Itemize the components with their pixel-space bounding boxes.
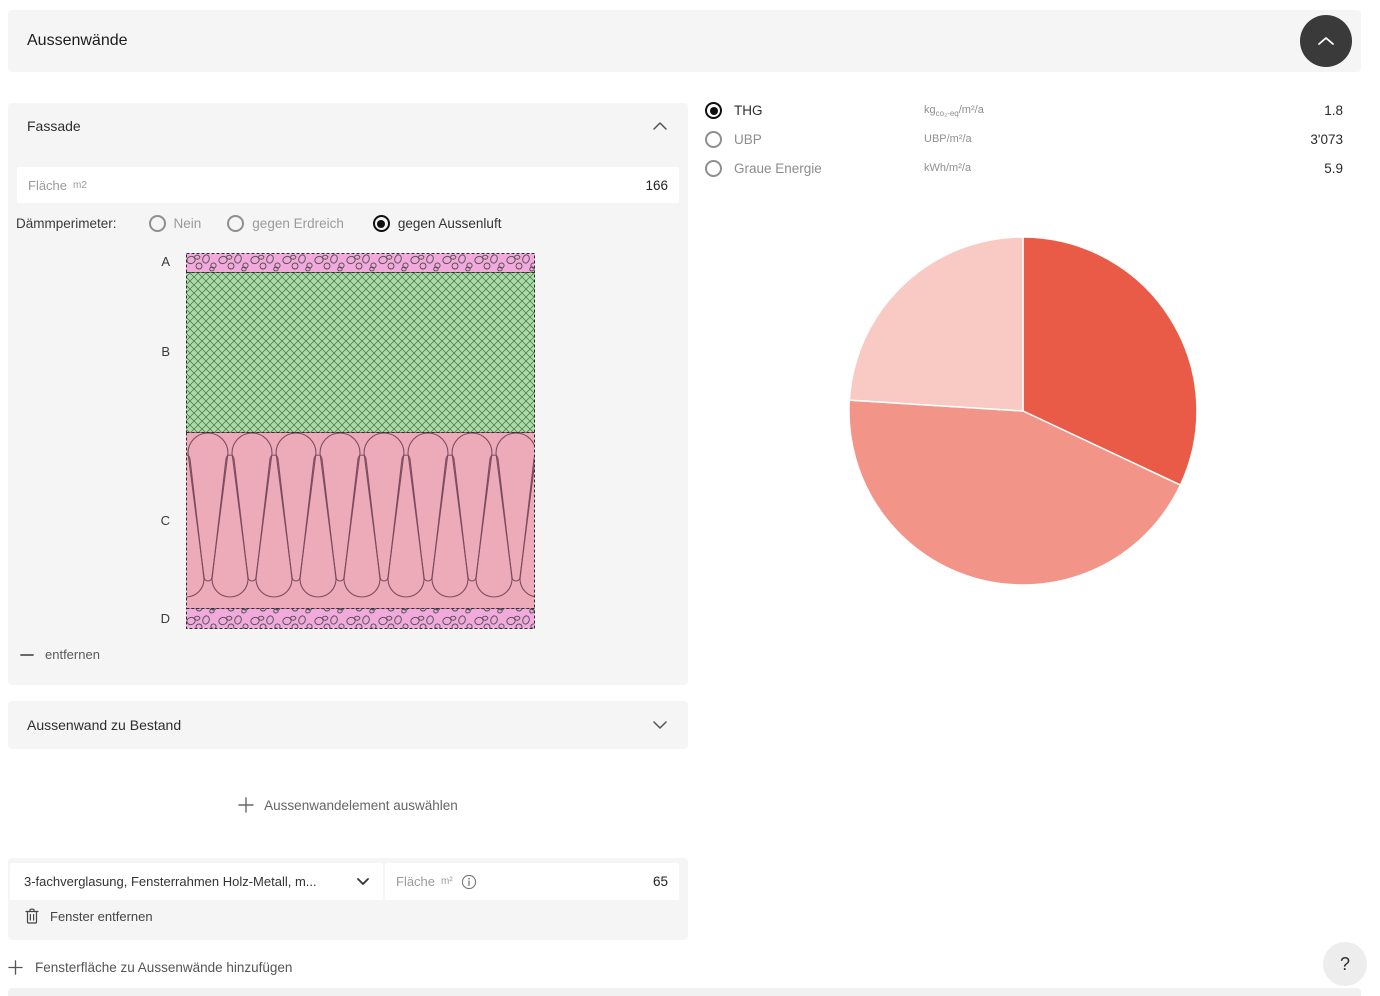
chevron-down-icon[interactable] bbox=[652, 720, 668, 730]
bestand-title: Aussenwand zu Bestand bbox=[27, 717, 182, 733]
flaeche-unit: m2 bbox=[73, 179, 87, 191]
radio-option-gegen-aussenluft[interactable]: gegen Aussenluft bbox=[372, 215, 501, 232]
radio-option-gegen-erdreich[interactable]: gegen Erdreich bbox=[227, 215, 344, 232]
metric-label: THG bbox=[734, 103, 763, 118]
radio-ubp[interactable] bbox=[705, 131, 722, 148]
metric-label: Graue Energie bbox=[734, 161, 822, 176]
fenster-flaeche-input[interactable]: Fläche m² 65 bbox=[385, 863, 679, 900]
add-aussenwandelement-button[interactable]: Aussenwandelement auswählen bbox=[8, 788, 688, 822]
add-fensterflaeche-label: Fensterfläche zu Aussenwände hinzufügen bbox=[35, 960, 293, 975]
metric-label: UBP bbox=[734, 132, 762, 147]
metric-selector: THG kgco₂-eq/m²/a 1.8 UBP UBP/m²/a 3'073… bbox=[705, 96, 1343, 183]
fenster-flaeche-unit: m² bbox=[441, 876, 453, 887]
remove-fenster-button[interactable]: Fenster entfernen bbox=[25, 908, 153, 924]
pie-slice-2[interactable] bbox=[848, 399, 1182, 586]
fenster-flaeche-label: Fläche bbox=[396, 874, 436, 889]
add-fensterflaeche-button[interactable]: Fensterfläche zu Aussenwände hinzufügen bbox=[8, 960, 292, 975]
flaeche-input[interactable]: Fläche m2 166 bbox=[17, 167, 679, 203]
radio-thg[interactable] bbox=[705, 102, 722, 119]
next-section-edge bbox=[8, 988, 1361, 996]
minus-icon bbox=[20, 653, 34, 656]
scroll-top-button[interactable] bbox=[1300, 15, 1352, 67]
metric-value: 5.9 bbox=[1324, 161, 1343, 176]
add-aussenwandelement-label: Aussenwandelement auswählen bbox=[264, 797, 458, 813]
metric-row-thg[interactable]: THG kgco₂-eq/m²/a 1.8 bbox=[705, 96, 1343, 125]
header-bar: Aussenwände bbox=[8, 10, 1361, 72]
trash-icon bbox=[25, 908, 39, 924]
metric-value: 1.8 bbox=[1324, 103, 1343, 118]
fenster-panel: 3-fachverglasung, Fensterrahmen Holz-Met… bbox=[8, 858, 688, 940]
chevron-up-icon[interactable] bbox=[652, 121, 668, 131]
remove-fassade-label: entfernen bbox=[45, 647, 100, 662]
fenster-flaeche-value: 65 bbox=[652, 874, 668, 889]
metric-unit: kWh/m²/a bbox=[924, 161, 972, 174]
wall-layer-label-d: D bbox=[160, 611, 170, 626]
flaeche-value: 166 bbox=[645, 177, 668, 193]
fassade-title: Fassade bbox=[27, 118, 81, 134]
pie-slice-3[interactable] bbox=[848, 236, 1024, 412]
wall-layer-c-insulation bbox=[186, 432, 535, 609]
pie-slice-1[interactable] bbox=[1022, 236, 1198, 486]
pie-chart bbox=[848, 236, 1198, 586]
remove-fassade-button[interactable]: entfernen bbox=[20, 647, 100, 662]
radio-graue-energie[interactable] bbox=[705, 160, 722, 177]
wall-layer-a-plaster bbox=[186, 253, 535, 273]
radio-gegen-erdreich[interactable] bbox=[227, 215, 245, 232]
daemmperimeter-label: Dämmperimeter: bbox=[16, 216, 117, 231]
metric-unit: UBP/m²/a bbox=[924, 132, 972, 145]
page-title: Aussenwände bbox=[27, 32, 128, 49]
flaeche-label: Fläche bbox=[28, 177, 68, 193]
fassade-panel: Fassade Fläche m2 166 Dämmperimeter: Nei… bbox=[8, 103, 688, 685]
radio-nein[interactable] bbox=[148, 215, 166, 232]
wall-layer-label-a: A bbox=[161, 254, 170, 269]
bestand-panel[interactable]: Aussenwand zu Bestand bbox=[8, 701, 688, 749]
info-icon[interactable] bbox=[461, 874, 477, 890]
wall-cross-section bbox=[186, 253, 535, 629]
help-button[interactable]: ? bbox=[1323, 942, 1367, 986]
radio-option-nein[interactable]: Nein bbox=[148, 215, 201, 232]
fassade-header[interactable]: Fassade bbox=[8, 103, 688, 149]
wall-layer-label-c: C bbox=[160, 513, 170, 528]
wall-layer-label-b: B bbox=[161, 344, 170, 359]
plus-icon bbox=[8, 960, 23, 975]
remove-fenster-label: Fenster entfernen bbox=[50, 908, 153, 924]
metric-row-ubp[interactable]: UBP UBP/m²/a 3'073 bbox=[705, 125, 1343, 154]
wall-layer-b-masonry bbox=[186, 272, 535, 433]
metric-value: 3'073 bbox=[1310, 132, 1343, 147]
metric-unit: kgco₂-eq/m²/a bbox=[924, 103, 984, 118]
chevron-down-icon bbox=[357, 878, 369, 885]
metric-row-graue-energie[interactable]: Graue Energie kWh/m²/a 5.9 bbox=[705, 154, 1343, 183]
daemmperimeter-group: Dämmperimeter: Nein gegen Erdreich gegen… bbox=[16, 215, 501, 232]
wall-layer-d-plaster bbox=[186, 608, 535, 629]
plus-icon bbox=[238, 797, 254, 813]
radio-gegen-aussenluft[interactable] bbox=[372, 215, 390, 232]
fenster-type-select[interactable]: 3-fachverglasung, Fensterrahmen Holz-Met… bbox=[10, 863, 383, 900]
chevron-up-icon bbox=[1318, 37, 1334, 45]
fenster-type-value: 3-fachverglasung, Fensterrahmen Holz-Met… bbox=[24, 874, 317, 889]
